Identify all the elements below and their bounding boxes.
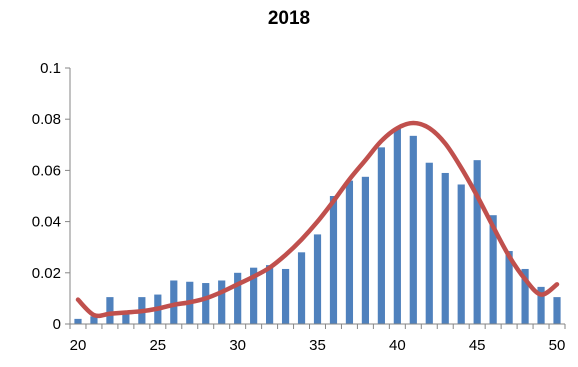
x-tick-label: 45 (469, 337, 486, 354)
bar (281, 268, 290, 324)
bar (425, 162, 433, 324)
bar (537, 286, 545, 324)
bar (393, 128, 401, 324)
bar (361, 176, 369, 324)
bar (90, 316, 98, 324)
bar (122, 312, 130, 324)
x-tick-label: 50 (549, 337, 566, 354)
y-tick-label: 0.08 (32, 111, 61, 128)
axes-layer (65, 67, 566, 329)
bar (202, 283, 210, 324)
bar (521, 268, 529, 324)
x-tick-label: 40 (389, 337, 406, 354)
chart-title: 2018 (267, 8, 311, 29)
bars-layer (74, 128, 561, 324)
bar (329, 196, 338, 324)
bar (409, 135, 417, 324)
bar (170, 280, 178, 324)
y-tick-label: 0 (53, 316, 61, 333)
fitted-curve (75, 120, 560, 319)
bar (441, 172, 449, 324)
bar (489, 215, 497, 324)
bar (505, 251, 513, 324)
x-tick-label: 20 (70, 337, 87, 354)
bar (266, 265, 274, 324)
bar (297, 252, 306, 324)
y-tick-label: 0.04 (32, 214, 61, 231)
bar (218, 280, 226, 324)
y-tick-label: 0.02 (32, 265, 61, 282)
y-tick-label: 0.06 (32, 162, 61, 179)
labels-layer: 0 0.02 0.04 0.06 0.08 0.1 20 25 30 35 40 45 50 (32, 60, 566, 354)
bar (250, 267, 258, 324)
bar (106, 297, 114, 324)
curve-layer (75, 120, 560, 319)
bar (473, 160, 481, 324)
x-tick-label: 25 (149, 337, 166, 354)
x-tick-label: 35 (309, 337, 326, 354)
y-tick-label: 0.1 (40, 60, 61, 77)
bar (345, 180, 354, 324)
bar (313, 234, 322, 324)
bar (457, 184, 465, 324)
bar (74, 318, 82, 324)
bar (234, 272, 242, 324)
bar (553, 297, 561, 324)
x-tick-label: 30 (229, 337, 246, 354)
bar (377, 147, 385, 324)
